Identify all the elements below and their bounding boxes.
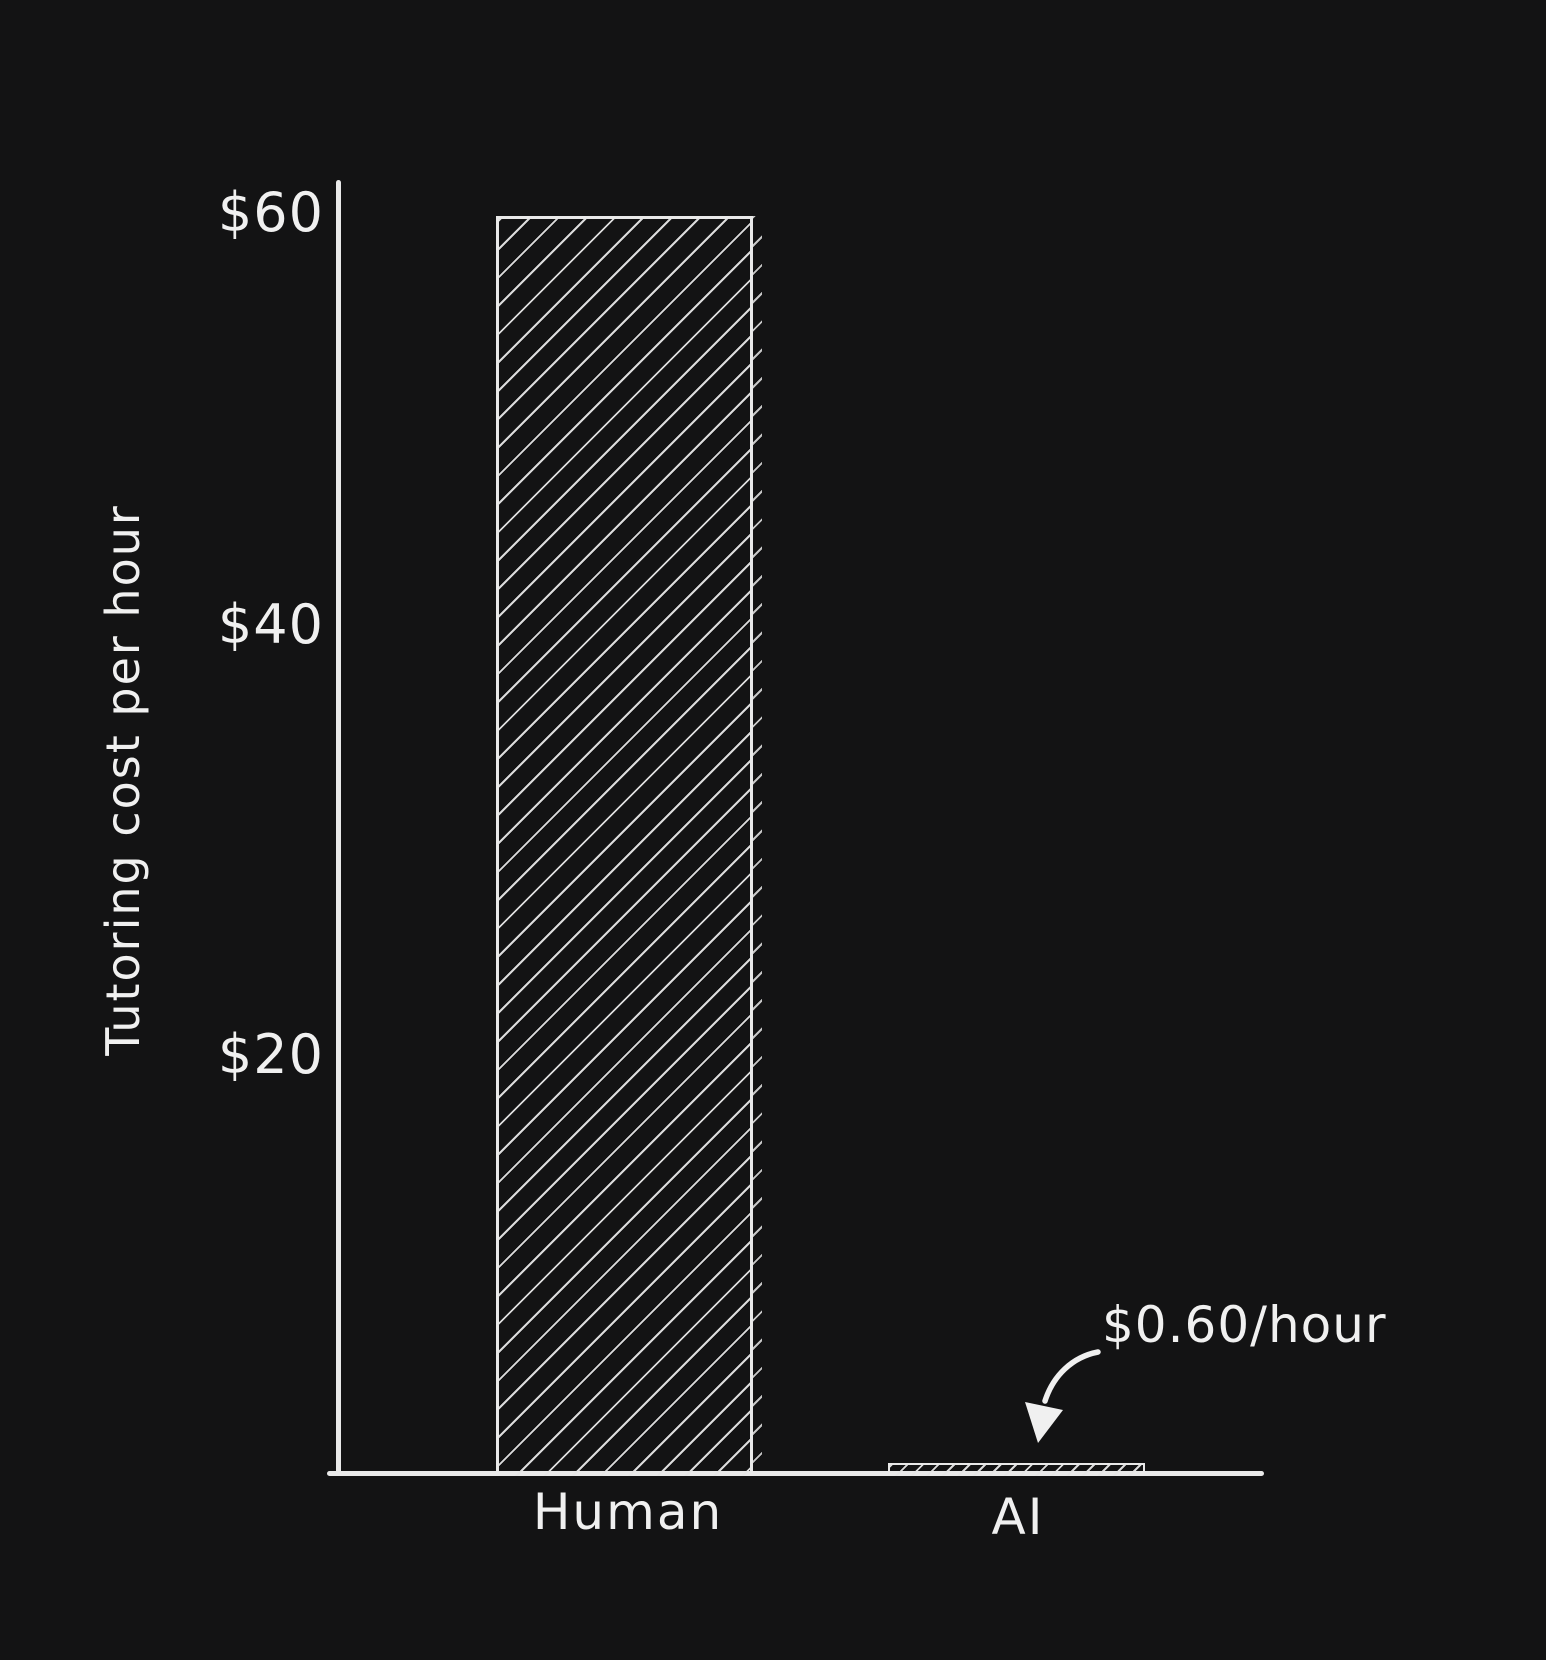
y-tick-label-20: $20 <box>217 1022 324 1086</box>
x-tick-label-ai: AI <box>991 1488 1045 1546</box>
bar-human <box>496 216 762 1476</box>
x-axis-line <box>327 1471 1264 1476</box>
y-axis-title: Tutoring cost per hour <box>96 504 150 1056</box>
annotation-label: $0.60/hour <box>1102 1296 1387 1354</box>
y-tick-label-60: $60 <box>217 180 324 244</box>
y-axis-line <box>336 180 341 1476</box>
bar-ai <box>888 1463 1145 1476</box>
x-tick-label-human: Human <box>532 1483 724 1541</box>
annotation-arrow-icon <box>1025 1349 1101 1443</box>
y-tick-label-40: $40 <box>217 592 324 656</box>
